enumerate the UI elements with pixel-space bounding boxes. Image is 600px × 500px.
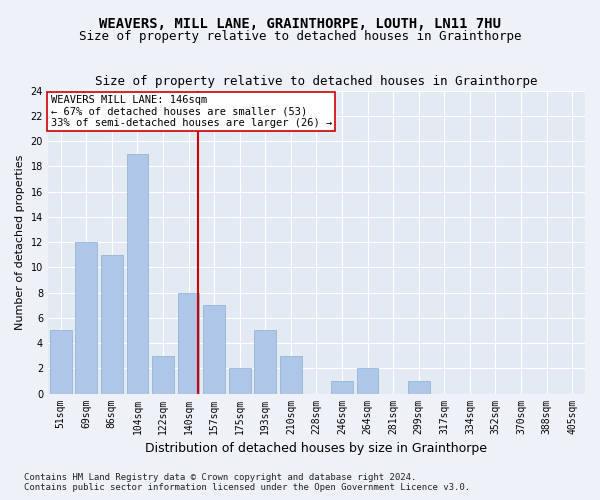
Bar: [408, 381, 430, 394]
Y-axis label: Number of detached properties: Number of detached properties: [15, 154, 25, 330]
Bar: [152, 356, 174, 394]
Bar: [254, 330, 276, 394]
Text: Size of property relative to detached houses in Grainthorpe: Size of property relative to detached ho…: [79, 30, 521, 43]
Bar: [229, 368, 251, 394]
Bar: [76, 242, 97, 394]
Text: Contains HM Land Registry data © Crown copyright and database right 2024.
Contai: Contains HM Land Registry data © Crown c…: [24, 473, 470, 492]
Bar: [331, 381, 353, 394]
Bar: [357, 368, 379, 394]
Bar: [178, 292, 199, 394]
Bar: [203, 305, 225, 394]
Title: Size of property relative to detached houses in Grainthorpe: Size of property relative to detached ho…: [95, 75, 538, 88]
Bar: [50, 330, 71, 394]
Bar: [280, 356, 302, 394]
Text: WEAVERS MILL LANE: 146sqm
← 67% of detached houses are smaller (53)
33% of semi-: WEAVERS MILL LANE: 146sqm ← 67% of detac…: [50, 95, 332, 128]
Text: WEAVERS, MILL LANE, GRAINTHORPE, LOUTH, LN11 7HU: WEAVERS, MILL LANE, GRAINTHORPE, LOUTH, …: [99, 18, 501, 32]
X-axis label: Distribution of detached houses by size in Grainthorpe: Distribution of detached houses by size …: [145, 442, 487, 455]
Bar: [127, 154, 148, 394]
Bar: [101, 254, 123, 394]
